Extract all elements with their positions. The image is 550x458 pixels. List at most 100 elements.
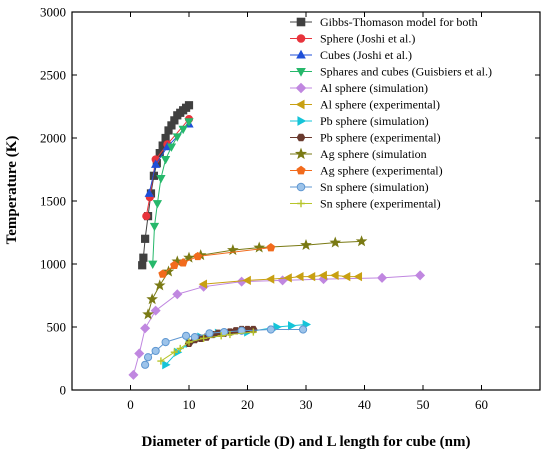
y-tick-label: 500: [47, 320, 67, 335]
legend-label: Sphere (Joshi et al.): [320, 32, 415, 46]
legend-marker: [294, 147, 308, 160]
legend-item: Pb sphere (experimental): [290, 131, 441, 145]
data-point: [306, 271, 316, 282]
legend-label: Pb sphere (experimental): [320, 131, 441, 145]
data-point: [318, 270, 327, 280]
data-point: [355, 235, 368, 247]
data-point: [300, 239, 312, 251]
legend-item: Al sphere (simulation): [290, 81, 428, 95]
data-point: [162, 360, 171, 370]
data-point: [242, 275, 251, 286]
y-tick-label: 1500: [40, 194, 66, 209]
data-point: [249, 328, 257, 336]
data-point: [142, 212, 151, 221]
legend-item: Cubes (Joshi et al.): [290, 48, 412, 62]
data-point: [181, 331, 191, 340]
data-point: [226, 330, 234, 339]
legend-item: Pb sphere (simulation): [290, 114, 429, 128]
data-point: [152, 200, 163, 209]
y-tick-label: 2000: [40, 131, 66, 146]
data-point: [266, 325, 275, 334]
legend-label: Sn sphere (simulation): [320, 180, 429, 194]
legend-item: Sn sphere (simulation): [290, 180, 429, 194]
data-point: [176, 344, 184, 353]
data-point: [217, 332, 225, 340]
data-point: [353, 271, 363, 282]
series-3: [148, 118, 194, 269]
data-point: [138, 261, 147, 270]
legend-label: Ag sphere (simulation: [320, 147, 427, 161]
y-tick-label: 3000: [40, 5, 66, 20]
data-point: [184, 118, 194, 127]
axes: 0 10 20 30 40 50 60 0 500 1000 1500 2000 2500 3000: [40, 5, 541, 412]
data-point: [198, 279, 208, 289]
data-point: [141, 234, 150, 243]
data-point: [160, 156, 171, 165]
data-point: [170, 260, 179, 269]
legend-item: Sn sphere (experimental): [290, 197, 441, 211]
x-axis-title: Diameter of particle (D) and L length fo…: [142, 434, 471, 450]
legend-marker: [297, 116, 307, 126]
data-point: [185, 338, 193, 346]
data-point: [266, 243, 276, 252]
data-point: [330, 270, 339, 280]
legend-marker: [297, 199, 305, 208]
legend-marker: [296, 133, 306, 142]
series-5: [198, 270, 363, 289]
legend-label: Ag sphere (experimental): [320, 164, 443, 178]
data-point: [253, 241, 265, 253]
data-point: [151, 159, 161, 168]
series-8: [142, 235, 368, 320]
data-point: [142, 308, 154, 320]
data-point: [265, 274, 275, 284]
legend-label: Sn sphere (experimental): [320, 197, 441, 211]
data-point: [143, 353, 153, 362]
legend-marker: [295, 99, 305, 110]
data-point: [415, 270, 426, 281]
legend-label: Sphares and cubes (Guisbiers et al.): [320, 65, 492, 79]
legend-marker: [295, 82, 307, 94]
data-point: [329, 236, 342, 248]
legend-marker: [296, 165, 306, 175]
legend-marker: [296, 67, 306, 77]
legend: Gibbs-Thomason model for both Sphere (Jos…: [290, 15, 492, 211]
data-point: [205, 329, 214, 338]
series-layer: [128, 101, 426, 380]
data-point: [178, 125, 188, 135]
legend-marker: [296, 182, 306, 192]
series-10: [141, 325, 308, 369]
series-line: [203, 274, 359, 285]
legend-item: Gibbs-Thomason model for both: [290, 15, 478, 29]
data-point: [200, 334, 208, 342]
x-tick-label: 0: [127, 397, 134, 412]
data-point: [377, 272, 388, 283]
x-tick-label: 60: [475, 397, 488, 412]
legend-label: Al sphere (simulation): [320, 81, 428, 95]
data-point: [128, 369, 139, 380]
data-point: [156, 174, 166, 184]
data-point: [146, 293, 158, 305]
data-point: [287, 321, 297, 331]
data-point: [295, 271, 304, 282]
data-point: [184, 101, 194, 110]
data-point: [193, 251, 203, 261]
legend-item: Sphere (Joshi et al.): [290, 32, 415, 46]
data-point: [149, 222, 160, 232]
legend-label: Pb sphere (simulation): [320, 114, 429, 128]
x-tick-label: 30: [300, 397, 313, 412]
data-point: [150, 305, 161, 316]
y-tick-label: 1000: [40, 257, 66, 272]
y-tick-label: 0: [60, 383, 67, 398]
data-point: [151, 346, 160, 356]
data-point: [158, 269, 168, 278]
legend-label: Cubes (Joshi et al.): [320, 48, 412, 62]
data-point: [170, 348, 178, 356]
data-point: [153, 279, 166, 291]
legend-item: Sphares and cubes (Guisbiers et al.): [290, 65, 492, 79]
series-9: [158, 243, 276, 278]
data-point: [237, 326, 246, 335]
data-point: [172, 289, 183, 300]
series-11: [157, 328, 257, 365]
data-point: [140, 323, 151, 334]
